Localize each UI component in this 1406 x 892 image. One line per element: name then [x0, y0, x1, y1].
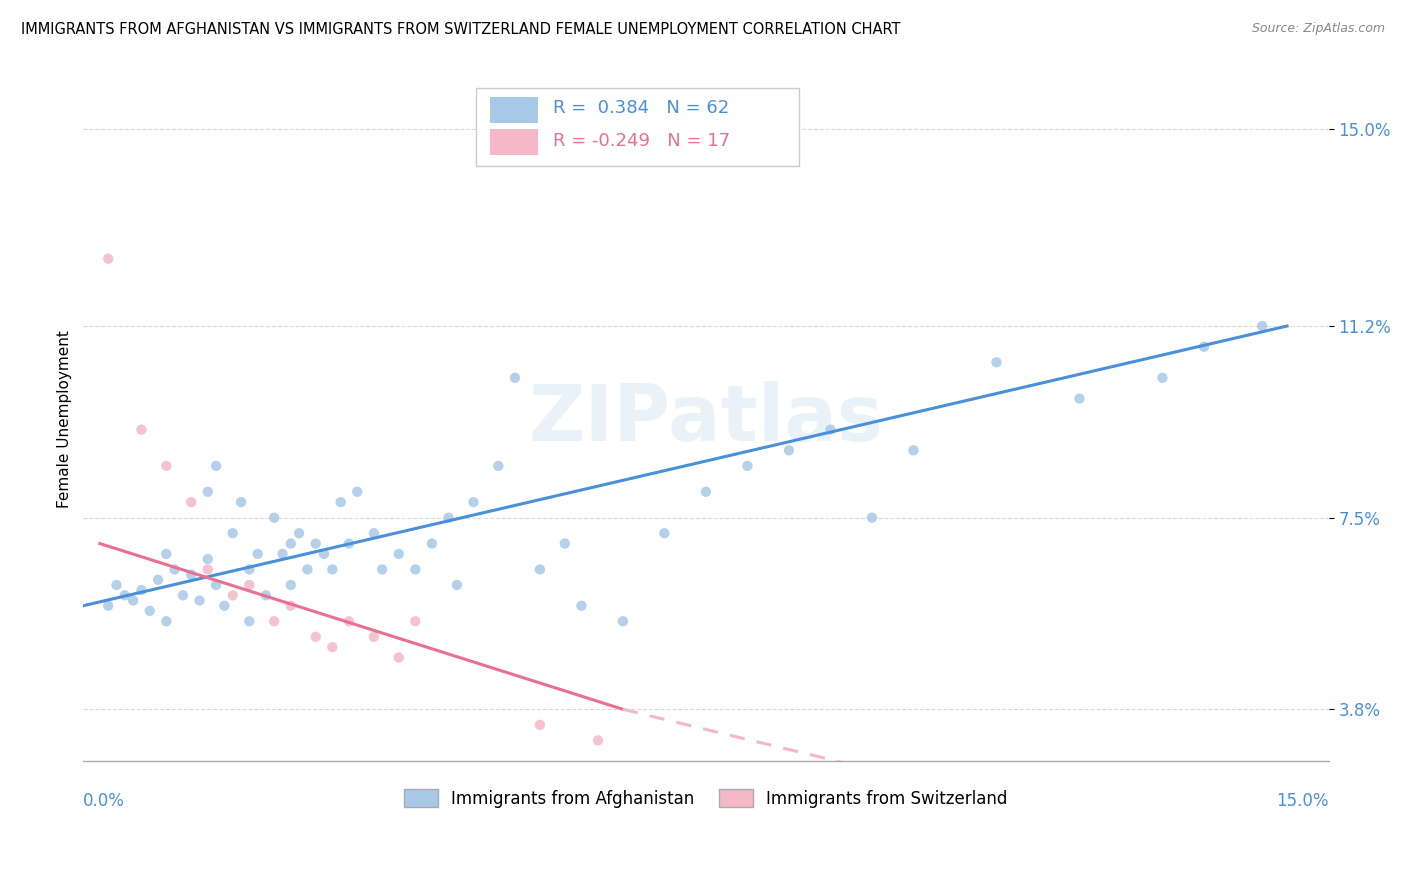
Point	[312, 547, 335, 561]
Point	[280, 578, 302, 592]
Point	[305, 536, 328, 550]
Point	[860, 510, 883, 524]
Point	[131, 423, 153, 437]
Point	[205, 458, 228, 473]
Point	[463, 495, 485, 509]
Point	[612, 614, 634, 628]
Point	[288, 526, 311, 541]
Y-axis label: Female Unemployment: Female Unemployment	[58, 330, 72, 508]
Point	[1152, 371, 1174, 385]
Point	[97, 599, 120, 613]
Point	[155, 458, 177, 473]
Point	[820, 423, 842, 437]
Point	[214, 599, 236, 613]
FancyBboxPatch shape	[491, 128, 538, 154]
Point	[420, 536, 443, 550]
Point	[737, 458, 759, 473]
Text: R = -0.249   N = 17: R = -0.249 N = 17	[553, 132, 730, 150]
Point	[263, 614, 285, 628]
Point	[180, 495, 202, 509]
Point	[371, 562, 394, 576]
Point	[238, 614, 260, 628]
Point	[586, 733, 609, 747]
Point	[222, 526, 245, 541]
Point	[437, 510, 460, 524]
Point	[114, 588, 136, 602]
Point	[197, 484, 219, 499]
Point	[197, 552, 219, 566]
Point	[229, 495, 252, 509]
Point	[337, 536, 360, 550]
Point	[404, 614, 426, 628]
Point	[529, 718, 551, 732]
Point	[503, 371, 526, 385]
Point	[280, 599, 302, 613]
Point	[695, 484, 717, 499]
Point	[254, 588, 277, 602]
Point	[197, 562, 219, 576]
Point	[363, 630, 385, 644]
Point	[654, 526, 676, 541]
Point	[180, 567, 202, 582]
Text: Source: ZipAtlas.com: Source: ZipAtlas.com	[1251, 22, 1385, 36]
Point	[163, 562, 186, 576]
Point	[903, 443, 925, 458]
Point	[486, 458, 509, 473]
Point	[529, 562, 551, 576]
Point	[131, 583, 153, 598]
Text: IMMIGRANTS FROM AFGHANISTAN VS IMMIGRANTS FROM SWITZERLAND FEMALE UNEMPLOYMENT C: IMMIGRANTS FROM AFGHANISTAN VS IMMIGRANT…	[21, 22, 901, 37]
FancyBboxPatch shape	[491, 97, 538, 123]
Point	[263, 510, 285, 524]
Point	[238, 578, 260, 592]
Legend: Immigrants from Afghanistan, Immigrants from Switzerland: Immigrants from Afghanistan, Immigrants …	[398, 783, 1014, 814]
Point	[321, 640, 343, 654]
Point	[246, 547, 269, 561]
Point	[778, 443, 800, 458]
Point	[122, 593, 145, 607]
Point	[280, 536, 302, 550]
Point	[238, 562, 260, 576]
Point	[1069, 392, 1091, 406]
Point	[321, 562, 343, 576]
Point	[188, 593, 211, 607]
Point	[155, 614, 177, 628]
Point	[222, 588, 245, 602]
Point	[97, 252, 120, 266]
Point	[388, 547, 411, 561]
Point	[329, 495, 352, 509]
Point	[346, 484, 368, 499]
Point	[337, 614, 360, 628]
Point	[1251, 319, 1274, 334]
Point	[363, 526, 385, 541]
Point	[105, 578, 128, 592]
Point	[388, 650, 411, 665]
Point	[271, 547, 294, 561]
Point	[205, 578, 228, 592]
Point	[146, 573, 169, 587]
Text: 0.0%: 0.0%	[83, 792, 125, 810]
Point	[571, 599, 593, 613]
Text: ZIPatlas: ZIPatlas	[529, 381, 883, 458]
Text: 15.0%: 15.0%	[1277, 792, 1329, 810]
Text: R =  0.384   N = 62: R = 0.384 N = 62	[553, 99, 728, 117]
Point	[138, 604, 160, 618]
Point	[554, 536, 576, 550]
Point	[446, 578, 468, 592]
Point	[1192, 340, 1215, 354]
Point	[172, 588, 194, 602]
Point	[986, 355, 1008, 369]
Point	[155, 547, 177, 561]
Point	[297, 562, 319, 576]
FancyBboxPatch shape	[475, 87, 799, 166]
Point	[404, 562, 426, 576]
Point	[305, 630, 328, 644]
